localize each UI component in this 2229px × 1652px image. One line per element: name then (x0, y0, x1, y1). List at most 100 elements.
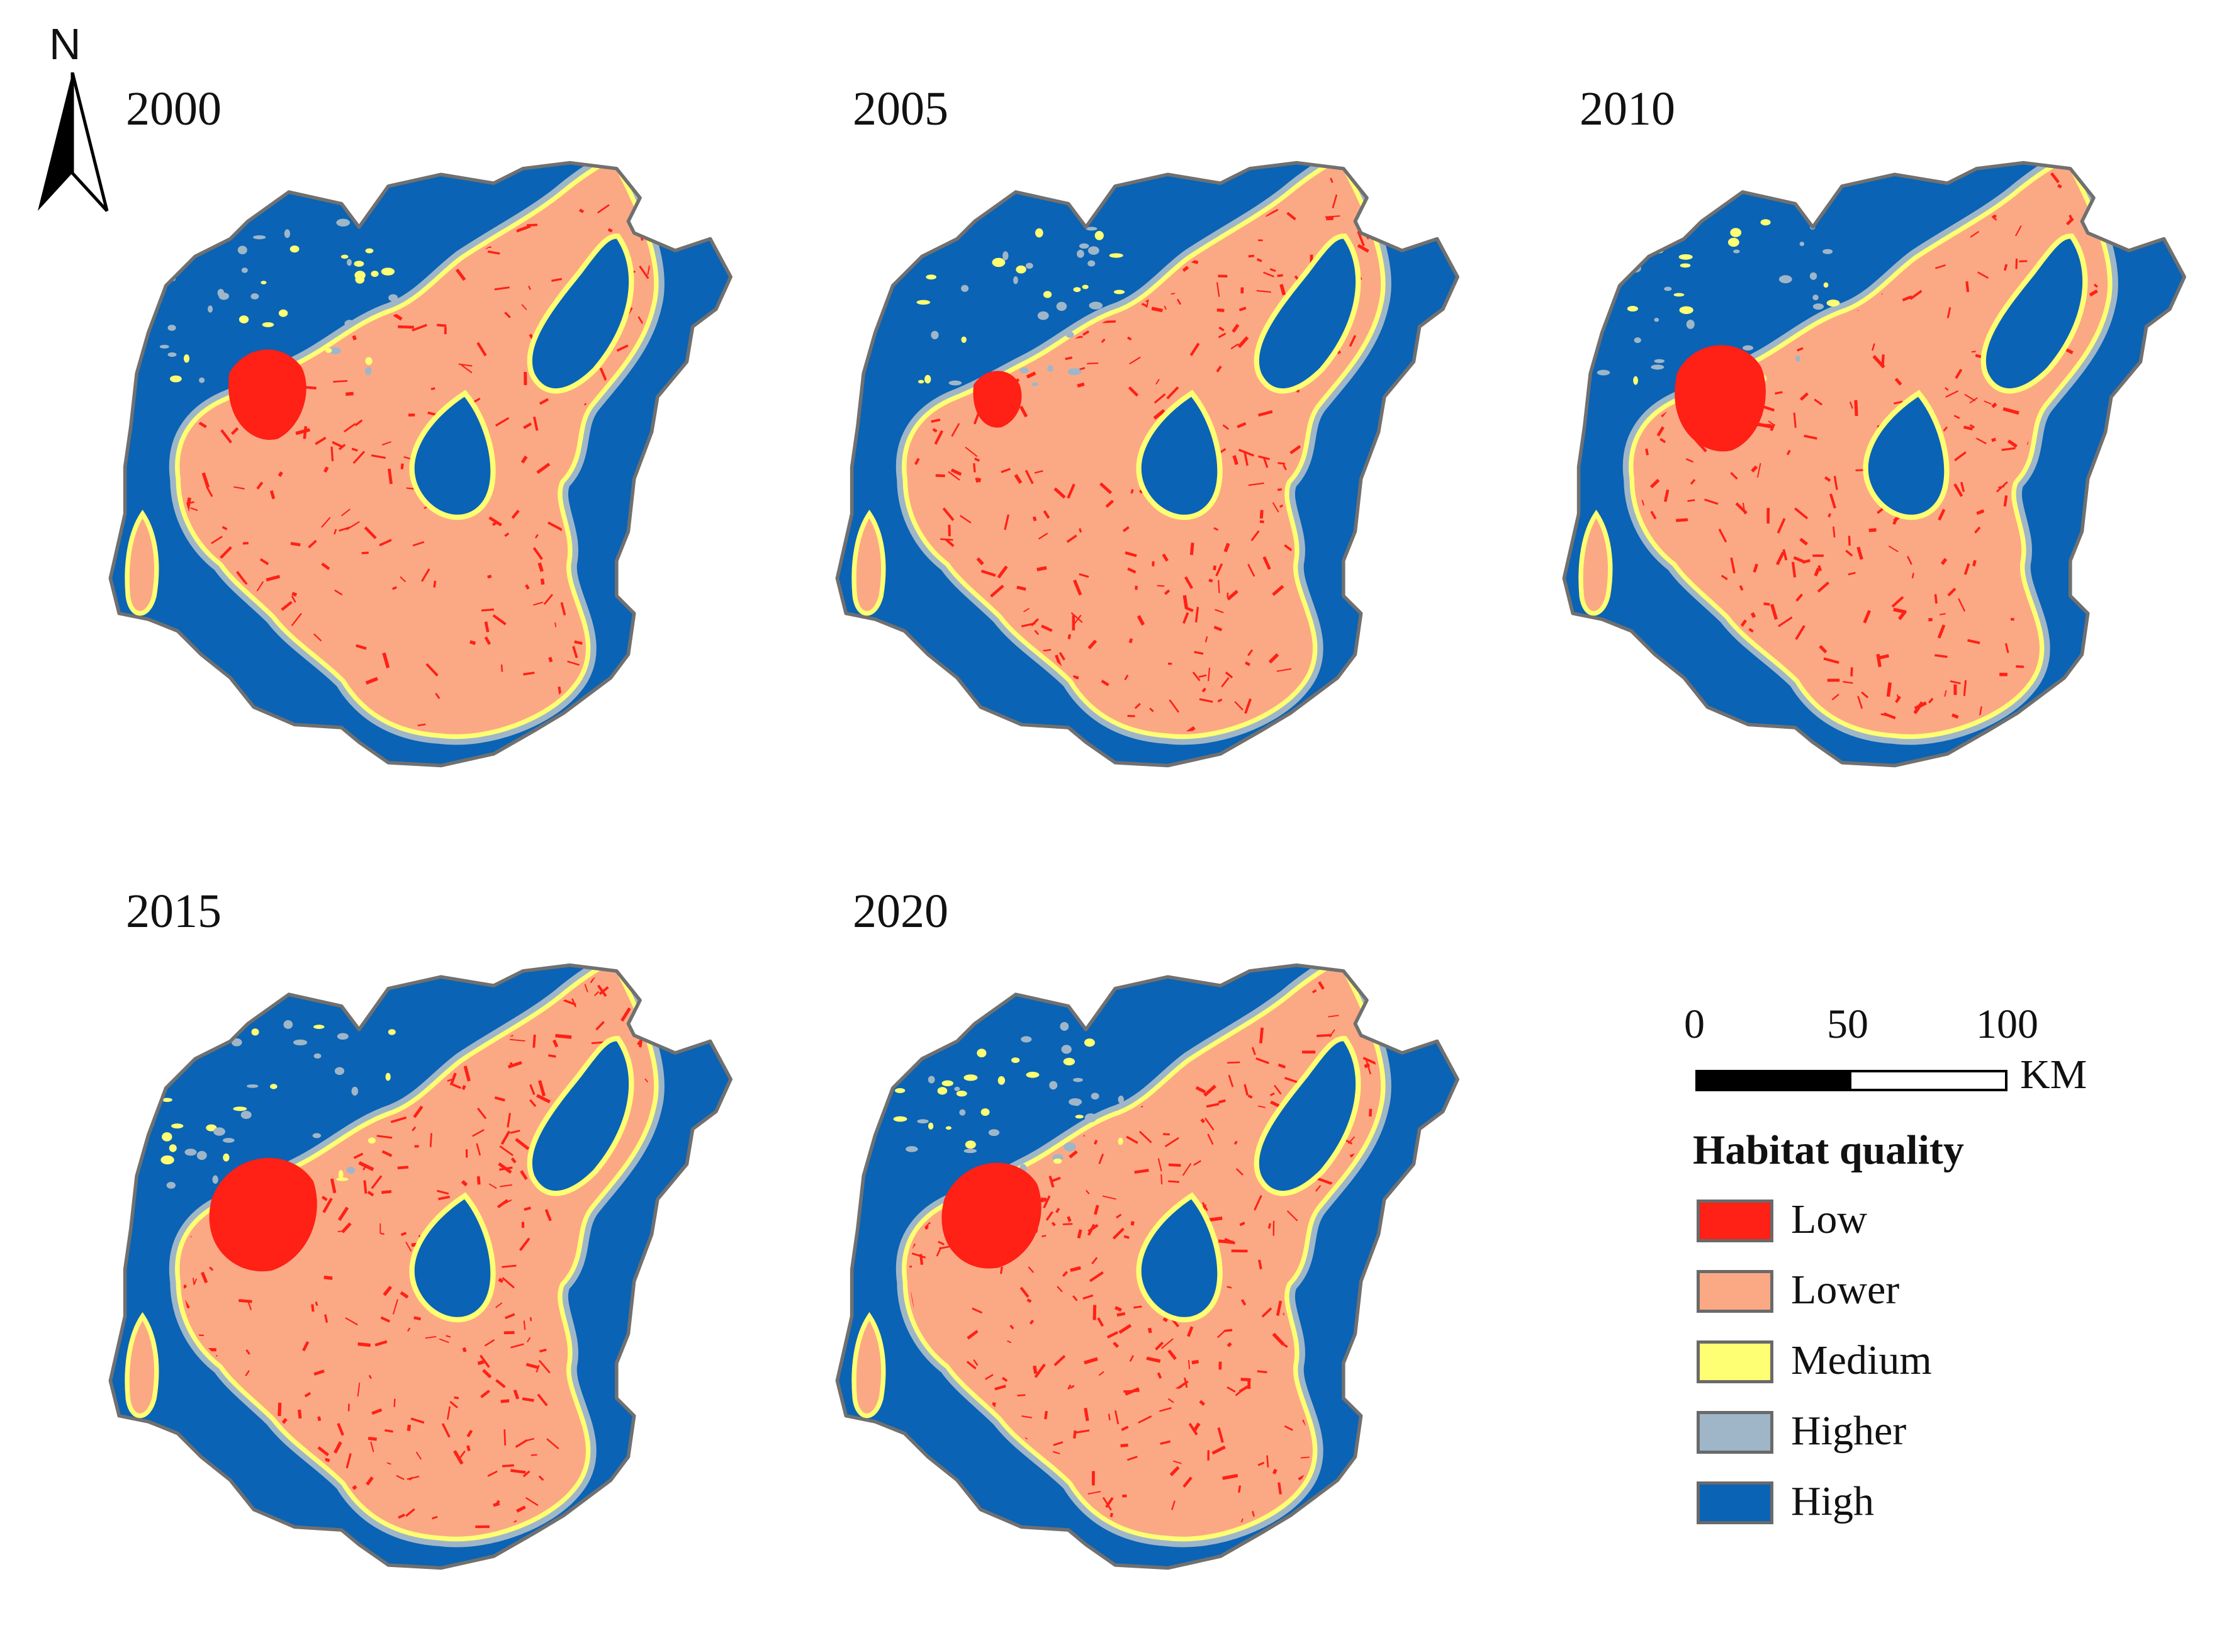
patch (1730, 228, 1742, 237)
patch (1812, 295, 1819, 301)
patch (329, 347, 341, 354)
patch (162, 1098, 172, 1102)
patch (1686, 319, 1695, 329)
legend-swatch (1697, 1270, 1773, 1313)
patch (1622, 241, 1633, 245)
patch (1025, 262, 1033, 269)
patch (183, 354, 190, 363)
north-label: N (49, 20, 81, 69)
region-high-gap (414, 1199, 491, 1317)
legend-label: Lower (1791, 1267, 1900, 1313)
legend-title: Habitat quality (1693, 1127, 1964, 1173)
legend-swatch (1697, 1411, 1773, 1454)
patch (178, 256, 189, 263)
patch (1760, 219, 1771, 226)
region-low-core (228, 349, 306, 440)
patch (924, 374, 931, 384)
patch (347, 259, 352, 266)
patch (1079, 243, 1089, 249)
patch (1037, 311, 1049, 320)
patch (208, 305, 213, 313)
patch (283, 1020, 293, 1029)
patch (1633, 376, 1638, 385)
patch (945, 1126, 952, 1130)
patch (916, 300, 931, 305)
patch (200, 240, 214, 247)
region-high-gap (1259, 1041, 1356, 1191)
scale-bar-graphic (1695, 1070, 2007, 1091)
region-lower-west (851, 509, 886, 616)
patch (237, 245, 247, 255)
patch (1673, 293, 1685, 297)
region-outline (1562, 160, 2186, 768)
patch (261, 281, 267, 284)
patch (1634, 225, 1642, 235)
legend-swatch (1697, 1481, 1773, 1524)
patch (1087, 260, 1096, 267)
patch (251, 1028, 259, 1036)
patch (153, 220, 162, 225)
patch (1047, 365, 1054, 372)
panel-year: 2005 (853, 82, 948, 135)
habitat-map (108, 963, 733, 1570)
patch (388, 294, 398, 301)
patch (977, 1048, 987, 1058)
habitat-map (108, 160, 733, 768)
patch (1013, 276, 1018, 284)
patch (1094, 231, 1104, 240)
patch (1049, 1081, 1058, 1090)
patch (371, 271, 379, 278)
scale-unit: KM (2020, 1052, 2087, 1098)
region-low-core (973, 371, 1022, 428)
patch (325, 348, 332, 353)
region-high-gap (532, 1041, 629, 1191)
map-panel-2000: 2000 (82, 69, 799, 799)
patch (1086, 227, 1098, 231)
region-lower-west (125, 509, 159, 616)
patch (167, 352, 177, 357)
region-low-core (209, 1157, 317, 1272)
patch (196, 1150, 207, 1160)
patch (926, 274, 936, 280)
patch (167, 325, 176, 331)
patch (1031, 382, 1039, 386)
patch (928, 1076, 935, 1084)
patch (1084, 1038, 1095, 1047)
patch (199, 377, 205, 383)
patch (1812, 303, 1824, 310)
patch (963, 1149, 977, 1154)
patch (1075, 1115, 1084, 1119)
patch (278, 309, 288, 317)
patch (1063, 1057, 1075, 1065)
patch (289, 245, 300, 253)
region-high-gap (1141, 1199, 1218, 1317)
patch (1061, 1045, 1072, 1054)
patch (194, 1034, 205, 1043)
patch (172, 1034, 184, 1039)
patch (959, 1109, 966, 1116)
region-high-gap (1868, 396, 1945, 515)
region-high-gap (532, 239, 629, 389)
patch (340, 254, 349, 259)
patch (169, 1144, 177, 1152)
patch (344, 320, 355, 327)
patch (250, 293, 259, 300)
patch (954, 1086, 960, 1091)
patch (887, 257, 898, 267)
patch (948, 380, 962, 386)
legend-swatch (1697, 1340, 1773, 1383)
map-panel-2015: 2015 (82, 872, 799, 1602)
patch (1118, 1137, 1123, 1145)
patch (385, 1072, 391, 1081)
patch (904, 233, 914, 238)
panel-year: 2000 (126, 82, 222, 135)
patch (1732, 249, 1740, 254)
patch (313, 1025, 325, 1030)
legend-swatch (1697, 1200, 1773, 1242)
patch (169, 375, 182, 383)
patch (312, 1133, 322, 1138)
patch (992, 257, 1006, 267)
patch (1610, 250, 1622, 260)
patch (931, 330, 939, 340)
patch (1060, 1021, 1069, 1031)
